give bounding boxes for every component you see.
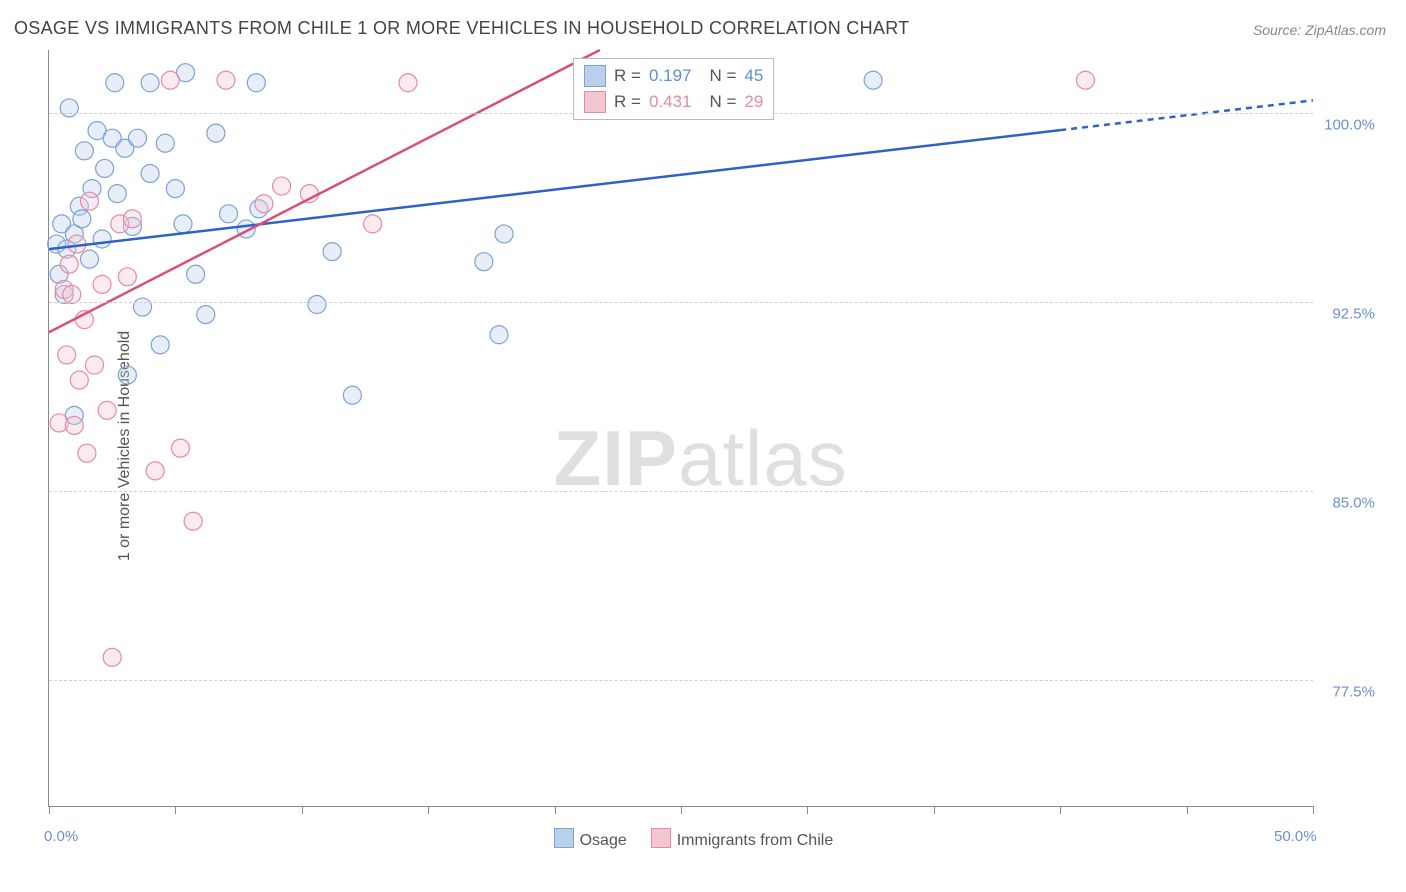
scatter-point <box>495 225 513 243</box>
gridline <box>49 491 1313 492</box>
legend-swatch <box>651 828 671 848</box>
scatter-point <box>65 416 83 434</box>
scatter-point <box>156 134 174 152</box>
scatter-point <box>63 285 81 303</box>
x-tick <box>302 806 303 814</box>
scatter-point <box>80 250 98 268</box>
scatter-point <box>184 512 202 530</box>
scatter-point <box>273 177 291 195</box>
scatter-point <box>161 71 179 89</box>
legend-item: Immigrants from Chile <box>651 828 833 850</box>
legend-item: Osage <box>554 828 627 850</box>
legend-n-value: 29 <box>744 92 763 112</box>
scatter-point <box>60 255 78 273</box>
legend-r-label: R = <box>614 92 641 112</box>
scatter-point <box>171 439 189 457</box>
scatter-point <box>217 71 235 89</box>
x-tick <box>681 806 682 814</box>
scatter-point <box>58 346 76 364</box>
correlation-legend: R = 0.197 N = 45 R = 0.431 N = 29 <box>573 58 774 120</box>
scatter-point <box>118 366 136 384</box>
scatter-point <box>475 253 493 271</box>
trend-line <box>49 50 600 332</box>
scatter-point <box>98 401 116 419</box>
scatter-point <box>151 336 169 354</box>
scatter-point <box>128 129 146 147</box>
scatter-point <box>399 74 417 92</box>
scatter-point <box>93 275 111 293</box>
scatter-point <box>134 298 152 316</box>
scatter-point <box>490 326 508 344</box>
x-tick <box>428 806 429 814</box>
scatter-point <box>60 99 78 117</box>
scatter-point <box>141 74 159 92</box>
scatter-svg <box>49 50 1313 806</box>
x-tick <box>49 806 50 814</box>
y-tick-label: 100.0% <box>1324 117 1375 134</box>
legend-swatch <box>584 91 606 113</box>
trend-line <box>49 130 1060 249</box>
scatter-point <box>197 306 215 324</box>
scatter-point <box>108 185 126 203</box>
scatter-point <box>255 195 273 213</box>
trend-line-dashed <box>1060 100 1313 130</box>
scatter-point <box>207 124 225 142</box>
legend-r-value: 0.431 <box>649 92 692 112</box>
gridline <box>49 302 1313 303</box>
legend-r-label: R = <box>614 66 641 86</box>
scatter-point <box>247 74 265 92</box>
legend-r-value: 0.197 <box>649 66 692 86</box>
x-tick <box>934 806 935 814</box>
scatter-point <box>78 444 96 462</box>
scatter-point <box>141 164 159 182</box>
scatter-point <box>219 205 237 223</box>
x-axis-max-label: 50.0% <box>1274 828 1317 845</box>
scatter-point <box>123 210 141 228</box>
legend-n-value: 45 <box>744 66 763 86</box>
scatter-point <box>80 192 98 210</box>
scatter-point <box>118 268 136 286</box>
scatter-point <box>86 356 104 374</box>
x-tick <box>807 806 808 814</box>
legend-n-label: N = <box>709 92 736 112</box>
source-label: Source: ZipAtlas.com <box>1253 22 1386 38</box>
scatter-point <box>103 648 121 666</box>
plot-area: 77.5%85.0%92.5%100.0% <box>48 50 1313 807</box>
rn-legend-row: R = 0.431 N = 29 <box>584 89 763 115</box>
scatter-point <box>308 296 326 314</box>
scatter-point <box>146 462 164 480</box>
scatter-point <box>70 371 88 389</box>
legend-label: Osage <box>580 832 627 849</box>
scatter-point <box>75 142 93 160</box>
scatter-point <box>864 71 882 89</box>
y-tick-label: 92.5% <box>1332 306 1375 323</box>
scatter-point <box>364 215 382 233</box>
scatter-point <box>343 386 361 404</box>
legend-swatch <box>554 828 574 848</box>
legend-n-label: N = <box>709 66 736 86</box>
rn-legend-row: R = 0.197 N = 45 <box>584 63 763 89</box>
chart-title: OSAGE VS IMMIGRANTS FROM CHILE 1 OR MORE… <box>14 18 909 39</box>
scatter-point <box>96 159 114 177</box>
scatter-point <box>174 215 192 233</box>
scatter-point <box>106 74 124 92</box>
x-tick <box>1187 806 1188 814</box>
x-tick <box>175 806 176 814</box>
x-tick <box>555 806 556 814</box>
x-axis-min-label: 0.0% <box>44 828 78 845</box>
scatter-point <box>323 243 341 261</box>
x-tick <box>1313 806 1314 814</box>
y-tick-label: 85.0% <box>1332 495 1375 512</box>
y-tick-label: 77.5% <box>1332 684 1375 701</box>
legend-swatch <box>584 65 606 87</box>
scatter-point <box>187 265 205 283</box>
scatter-point <box>73 210 91 228</box>
scatter-point <box>93 230 111 248</box>
scatter-point <box>1076 71 1094 89</box>
gridline <box>49 680 1313 681</box>
x-tick <box>1060 806 1061 814</box>
scatter-point <box>166 180 184 198</box>
series-legend: Osage Immigrants from Chile <box>554 828 834 850</box>
legend-label: Immigrants from Chile <box>677 832 833 849</box>
